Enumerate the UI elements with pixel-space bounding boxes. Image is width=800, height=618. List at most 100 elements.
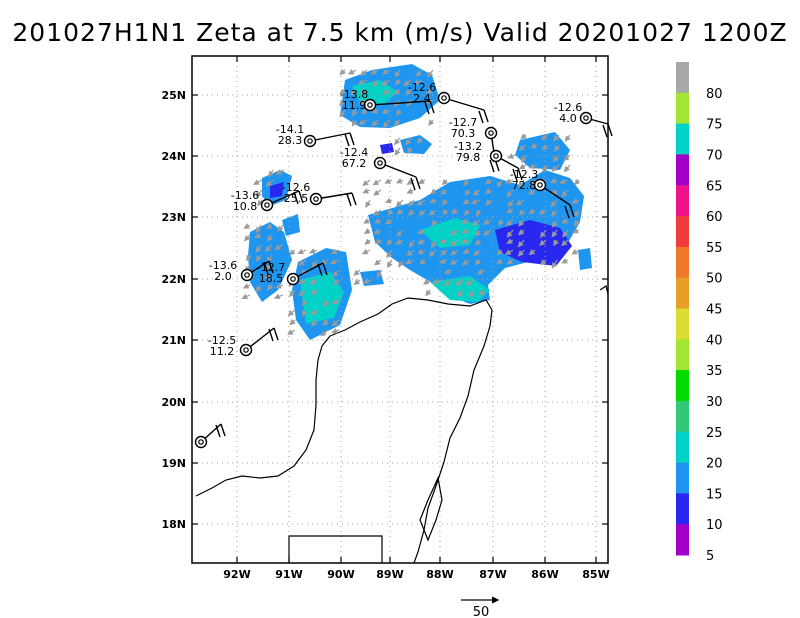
station-marker: -13.610.8	[231, 189, 304, 213]
wind-arrow	[475, 229, 482, 237]
shaded-region	[400, 135, 432, 154]
wind-arrow	[528, 249, 536, 256]
wind-arrow	[475, 209, 482, 217]
wind-arrow	[462, 198, 470, 205]
wind-arrow	[561, 239, 569, 247]
station-bottom-label: 72.8	[512, 179, 537, 192]
colorbar-label: 50	[706, 272, 723, 287]
wind-arrow	[443, 268, 453, 274]
colorbar-segment	[676, 400, 689, 433]
station-marker	[194, 423, 226, 449]
wind-arrow	[506, 229, 514, 238]
wind-barb-feather	[410, 177, 416, 191]
wind-arrow	[465, 279, 475, 286]
station-inner-circle	[290, 276, 296, 282]
wind-arrow	[360, 108, 368, 115]
wind-arrow	[574, 209, 580, 218]
wind-arrow	[553, 239, 559, 247]
station-bottom-label: 11.9	[342, 99, 367, 112]
wind-arrow	[505, 207, 514, 214]
map-frame	[191, 55, 609, 564]
lon-labels: 92W 91W 90W 89W 88W 87W 86W 85W	[223, 568, 609, 581]
wind-arrow	[439, 258, 448, 264]
wind-arrow	[469, 289, 475, 298]
wind-arrow	[553, 134, 560, 142]
colorbar-label: 15	[706, 487, 723, 502]
wind-arrow	[357, 79, 368, 85]
colorbar-segment	[676, 246, 689, 279]
wind-barb-feather	[346, 193, 352, 207]
wind-arrow	[381, 108, 390, 114]
wind-arrow	[440, 249, 448, 256]
wind-arrow	[374, 259, 382, 266]
station-marker: -12.625.5	[282, 181, 357, 207]
station-top-label: -12.5	[208, 334, 236, 347]
station-marker: -12.718.5	[257, 261, 328, 286]
colorbar-label: 80	[706, 87, 723, 102]
wind-arrow	[563, 154, 571, 162]
wind-arrow	[428, 249, 437, 257]
wind-arrow	[518, 229, 525, 236]
colorbar-label: 40	[706, 333, 723, 348]
wind-arrow	[483, 229, 492, 236]
station-circle	[437, 91, 451, 105]
wind-barb-feather	[268, 328, 274, 342]
station-top-label: -12.4	[340, 146, 368, 159]
wind-arrow	[373, 189, 382, 196]
colorbar-label: 20	[706, 457, 723, 472]
wind-arrow	[552, 154, 560, 163]
station-inner-circle	[583, 115, 589, 121]
shaded-region	[270, 182, 284, 198]
colorbar-segment	[676, 370, 689, 402]
wind-arrow	[331, 298, 340, 304]
wind-arrow	[376, 269, 383, 278]
wind-arrow	[574, 178, 581, 186]
wind-arrow	[350, 88, 357, 95]
wind-arrow	[310, 289, 318, 296]
wind-arrow	[254, 232, 262, 239]
wind-arrow	[449, 259, 459, 265]
wind-arrow	[241, 293, 251, 300]
wind-arrow	[441, 198, 448, 206]
wind-arrow	[472, 189, 481, 196]
wind-barb-feather	[351, 192, 357, 206]
wind-arrow	[461, 218, 470, 224]
wind-arrow	[496, 258, 503, 265]
wind-arrow	[439, 237, 448, 244]
station-bottom-label: 67.2	[342, 157, 367, 170]
wind-arrow	[404, 258, 415, 265]
colorbar-label: 45	[706, 303, 723, 318]
wind-arrow	[333, 278, 340, 286]
wind-arrow	[266, 283, 274, 291]
wind-arrow	[405, 137, 412, 146]
wind-arrow	[364, 238, 371, 245]
colorbar-segment	[676, 308, 689, 340]
wind-arrow	[394, 78, 402, 85]
wind-arrow	[339, 68, 346, 76]
station-top-label: -12.6	[554, 101, 582, 114]
wind-barb-feather	[512, 168, 518, 182]
station-inner-circle	[367, 102, 373, 108]
station-inner-circle	[493, 153, 499, 159]
wind-barb-feather	[263, 261, 269, 275]
wind-arrow	[372, 79, 379, 88]
wind-arrow	[255, 244, 262, 253]
wind-arrow	[474, 258, 482, 266]
lat-label: 18N	[161, 518, 186, 531]
wind-arrow	[507, 153, 516, 159]
wind-barb	[443, 97, 485, 111]
station-marker: -12.64.0	[554, 101, 613, 138]
colorbar-label: 75	[706, 118, 723, 133]
colorbar-segment	[676, 62, 689, 94]
wind-arrow	[386, 249, 393, 259]
wind-arrow	[395, 199, 404, 207]
station-circle	[363, 98, 377, 112]
wind-arrow	[373, 228, 382, 235]
colorbar-segment	[676, 216, 689, 248]
wind-arrow	[301, 309, 308, 317]
wind-arrow	[417, 228, 426, 234]
colorbar-segment	[676, 92, 689, 125]
station-circle	[240, 268, 254, 282]
lat-label: 25N	[161, 89, 186, 102]
